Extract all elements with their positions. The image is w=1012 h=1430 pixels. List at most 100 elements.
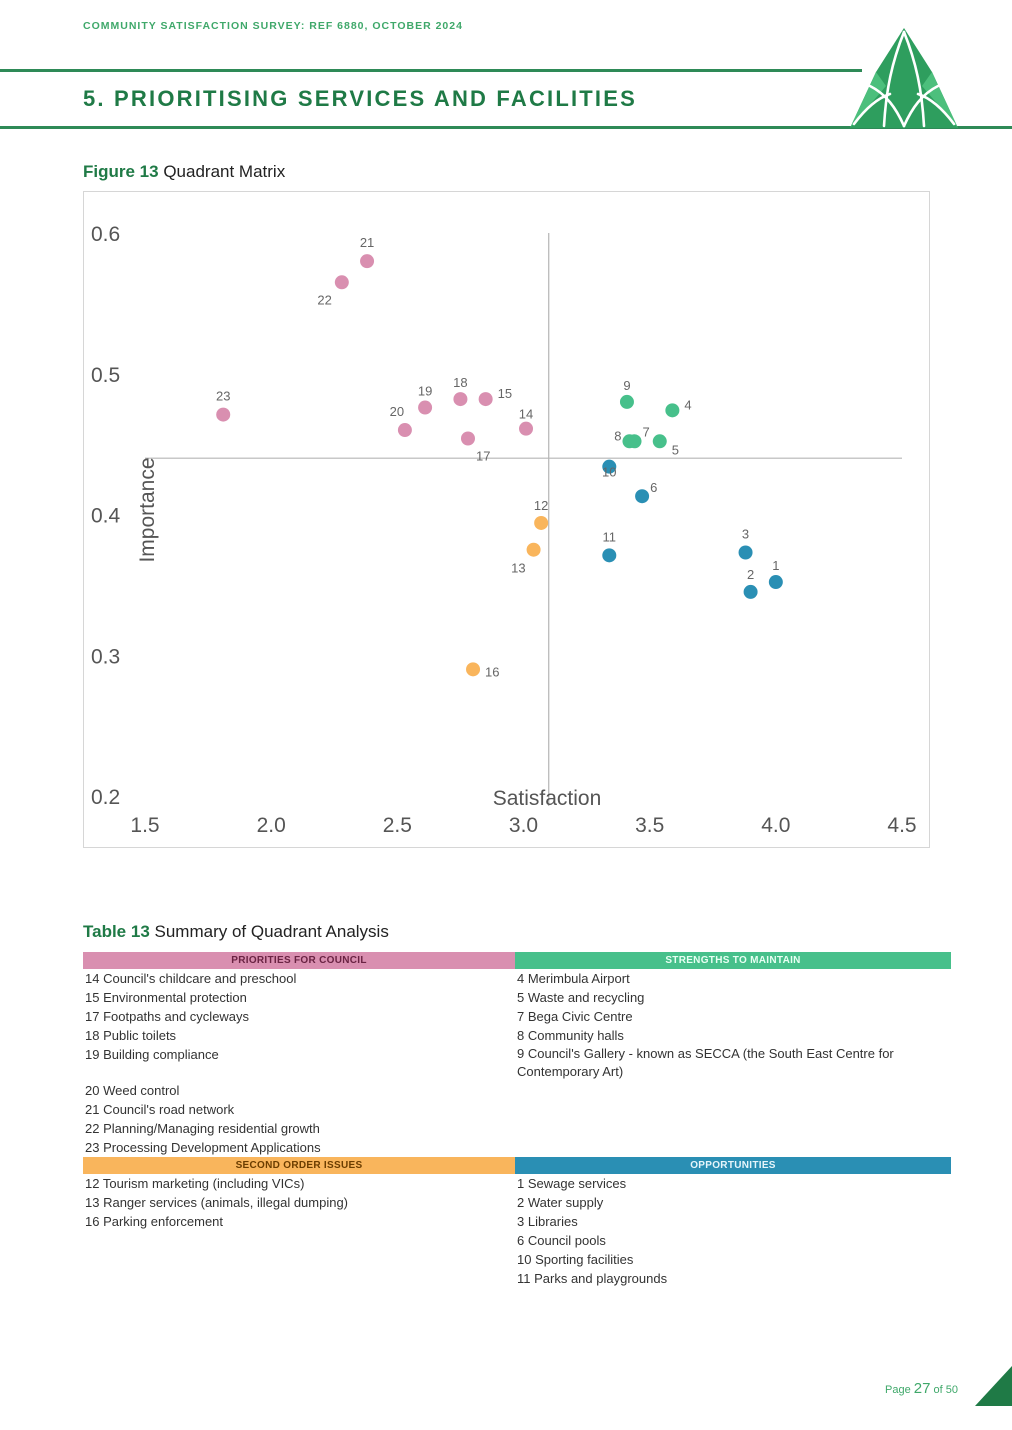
scatter-point-13 (526, 542, 541, 557)
scatter-point-8 (622, 434, 637, 449)
y-tick-label: 0.4 (91, 505, 121, 528)
scatter-point-10 (602, 459, 617, 474)
header-rule-bottom (0, 126, 1012, 129)
list-item: 12 Tourism marketing (including VICs) (85, 1176, 305, 1191)
x-tick-label: 3.5 (635, 814, 664, 837)
scatter-point-20 (397, 423, 412, 438)
point-label-11: 11 (603, 529, 617, 544)
list-item: 16 Parking enforcement (85, 1214, 224, 1229)
x-tick-label: 4.0 (761, 814, 790, 837)
table-label: Table 13 (83, 922, 150, 941)
point-label-5: 5 (672, 442, 679, 457)
opportunities-header: OPPORTUNITIES (515, 1157, 951, 1174)
header-rule-top (0, 69, 862, 72)
list-item: 7 Bega Civic Centre (517, 1009, 633, 1024)
y-tick-label: 0.6 (91, 223, 120, 246)
scatter-point-12 (534, 515, 549, 530)
quadrant-chart: 0.6 0.5 0.4 0.3 0.2 1.5 2.0 2.5 3.0 3.5 4.0 4.5 Sa… (83, 191, 930, 848)
scatter-point-23 (216, 407, 231, 422)
x-tick-label: 2.5 (383, 814, 412, 837)
figure-title: Quadrant Matrix (163, 162, 286, 181)
point-label-3: 3 (742, 527, 749, 542)
point-label-15: 15 (498, 386, 512, 401)
figure-label: Figure 13 (83, 162, 159, 181)
list-item: 21 Council's road network (85, 1102, 235, 1117)
point-label-1: 1 (772, 558, 779, 573)
survey-reference: COMMUNITY SATISFACTION SURVEY: REF 6880,… (83, 20, 463, 32)
list-item: 18 Public toilets (85, 1028, 177, 1043)
list-item: 4 Merimbula Airport (517, 971, 630, 986)
page-suffix: of 50 (933, 1384, 958, 1396)
page-prefix: Page (885, 1384, 911, 1396)
second-order-cell: 12 Tourism marketing (including VICs) 13… (83, 1174, 515, 1288)
list-item: 17 Footpaths and cycleways (85, 1009, 250, 1024)
corner-triangle-icon (975, 1366, 1012, 1406)
list-item: 10 Sporting facilities (517, 1252, 634, 1267)
list-item: 8 Community halls (517, 1028, 624, 1043)
list-item: 19 Building compliance (85, 1047, 219, 1062)
page-footer: Page 27 of 50 (885, 1380, 958, 1397)
scatter-point-1 (768, 575, 783, 590)
x-tick-label: 3.0 (509, 814, 538, 837)
scatter-point-6 (635, 489, 650, 504)
scatter-point-4 (665, 403, 680, 418)
point-label-12: 12 (534, 498, 548, 513)
scatter-point-3 (738, 545, 753, 560)
list-item: 13 Ranger services (animals, illegal dum… (85, 1195, 349, 1210)
x-axis-title: Satisfaction (493, 787, 602, 810)
second-order-header: SECOND ORDER ISSUES (83, 1157, 515, 1174)
opportunities-cell: 1 Sewage services 2 Water supply 3 Libra… (515, 1174, 951, 1288)
point-label-20: 20 (390, 404, 404, 419)
point-label-10: 10 (602, 465, 616, 480)
list-item: 3 Libraries (517, 1214, 578, 1229)
table-caption: Table 13 Summary of Quadrant Analysis (83, 922, 389, 942)
point-label-6: 6 (650, 480, 657, 495)
x-tick-label: 2.0 (257, 814, 286, 837)
list-item: 11 Parks and playgrounds (517, 1271, 668, 1286)
page-number: 27 (913, 1380, 931, 1397)
list-item: 15 Environmental protection (85, 990, 247, 1005)
scatter-point-15 (478, 392, 493, 407)
scatter-point-18 (453, 392, 468, 407)
section-title: 5. PRIORITISING SERVICES AND FACILITIES (83, 86, 637, 111)
scatter-point-19 (418, 400, 433, 415)
list-item: 23 Processing Development Applications (85, 1140, 321, 1155)
y-tick-label: 0.3 (91, 645, 120, 668)
list-item: 5 Waste and recycling (517, 990, 645, 1005)
point-label-8: 8 (614, 428, 621, 443)
point-label-7: 7 (643, 424, 650, 439)
list-item: 2 Water supply (517, 1195, 604, 1210)
scatter-point-22 (334, 275, 349, 290)
table-title: Summary of Quadrant Analysis (154, 922, 389, 941)
point-label-19: 19 (418, 384, 432, 399)
point-label-14: 14 (519, 407, 533, 422)
quadrant-chart-svg: 0.6 0.5 0.4 0.3 0.2 1.5 2.0 2.5 3.0 3.5 4.0 4.5 Sa… (91, 223, 917, 837)
list-item: 1 Sewage services (517, 1176, 627, 1191)
y-axis-title: Importance (136, 457, 159, 562)
point-label-18: 18 (453, 375, 467, 390)
x-tick-label: 1.5 (130, 814, 159, 837)
list-item: 6 Council pools (517, 1233, 606, 1248)
priorities-cell: 14 Council's childcare and preschool 15 … (83, 969, 515, 1157)
scatter-point-11 (602, 548, 617, 563)
scatter-point-9 (619, 394, 634, 409)
list-item: 22 Planning/Managing residential growth (85, 1121, 320, 1136)
point-label-13: 13 (511, 561, 525, 576)
point-label-4: 4 (684, 397, 691, 412)
scatter-point-21 (360, 254, 375, 269)
list-item: 9 Council's Gallery - known as SECCA (th… (517, 1046, 894, 1079)
scatter-point-17 (460, 431, 475, 446)
leaf-logo-icon (850, 28, 958, 128)
priorities-header: PRIORITIES FOR COUNCIL (83, 952, 515, 969)
list-item: 14 Council's childcare and preschool (85, 971, 297, 986)
scatter-point-16 (466, 662, 481, 677)
y-tick-label: 0.2 (91, 786, 120, 809)
point-label-16: 16 (485, 664, 499, 679)
point-label-21: 21 (360, 235, 374, 250)
list-item: 20 Weed control (85, 1083, 180, 1098)
y-tick-label: 0.5 (91, 364, 120, 387)
scatter-point-14 (519, 421, 534, 436)
point-label-17: 17 (476, 448, 490, 463)
point-label-2: 2 (747, 567, 754, 582)
strengths-header: STRENGTHS TO MAINTAIN (515, 952, 951, 969)
